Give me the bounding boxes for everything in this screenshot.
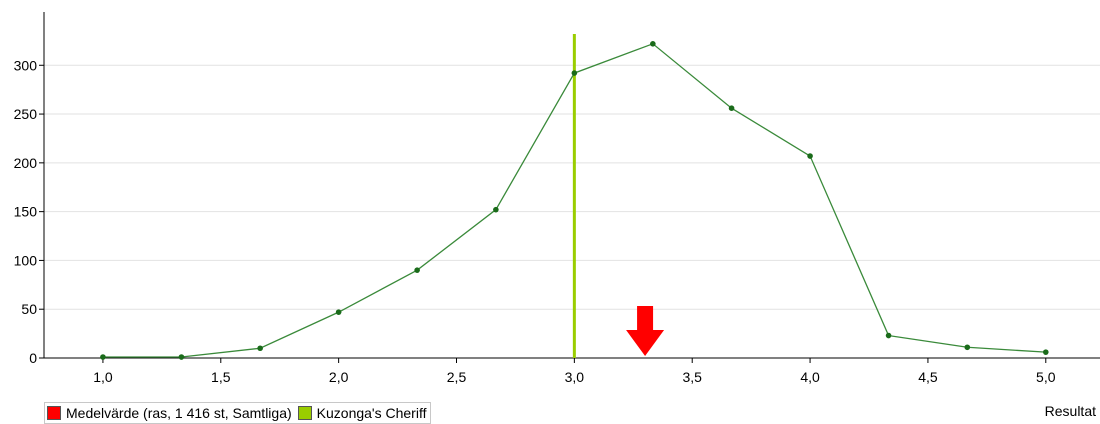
x-tick-label: 4,5 <box>918 369 938 385</box>
legend-label-mean: Medelvärde (ras, 1 416 st, Samtliga) <box>66 405 292 421</box>
x-tick-label: 5,0 <box>1036 369 1056 385</box>
y-axis-ticks: 0 50 100 150 200 250 300 <box>14 57 44 366</box>
data-point <box>493 206 499 213</box>
legend-item-dog: Kuzonga's Cheriff <box>296 403 431 423</box>
mean-value-arrow <box>626 306 665 356</box>
x-tick-label: 2,0 <box>329 369 349 385</box>
data-point <box>414 267 420 273</box>
x-tick-label: 1,5 <box>211 369 231 385</box>
legend-item-mean: Medelvärde (ras, 1 416 st, Samtliga) <box>45 403 296 423</box>
x-tick-label: 3,0 <box>565 369 585 385</box>
data-point <box>728 105 735 112</box>
data-point <box>885 332 892 339</box>
y-tick-label: 200 <box>14 155 38 171</box>
data-point <box>1042 349 1049 355</box>
data-point <box>650 41 656 47</box>
distribution-chart: 0 50 100 150 200 250 300 1,0 1,5 2,0 2,5 3,0 3,5 4,0… <box>14 12 1100 385</box>
series-points <box>100 41 1049 360</box>
legend-swatch-dog <box>297 406 312 420</box>
y-tick-label: 250 <box>14 106 38 122</box>
y-tick-label: 150 <box>14 204 38 220</box>
gridlines <box>44 64 1100 310</box>
data-point <box>964 344 971 351</box>
data-point <box>178 354 185 360</box>
legend-label-dog: Kuzonga's Cheriff <box>316 405 427 421</box>
y-tick-label: 50 <box>21 301 37 317</box>
y-tick-label: 0 <box>29 350 37 366</box>
x-tick-label: 3,5 <box>682 369 702 385</box>
data-point <box>257 345 263 352</box>
x-axis-label: Resultat <box>1044 403 1096 419</box>
y-tick-label: 100 <box>14 252 38 268</box>
data-point <box>571 70 578 76</box>
x-tick-label: 2,5 <box>447 369 467 385</box>
data-point <box>807 153 813 159</box>
x-tick-label: 1,0 <box>93 369 113 385</box>
x-axis-ticks: 1,0 1,5 2,0 2,5 3,0 3,5 4,0 4,5 5,0 <box>93 358 1056 385</box>
data-point <box>335 309 342 315</box>
x-tick-label: 4,0 <box>800 369 820 385</box>
legend-swatch-mean <box>47 406 61 420</box>
legend: Medelvärde (ras, 1 416 st, Samtliga) Kuz… <box>44 402 432 424</box>
y-tick-label: 300 <box>14 57 38 73</box>
data-point <box>100 354 106 360</box>
